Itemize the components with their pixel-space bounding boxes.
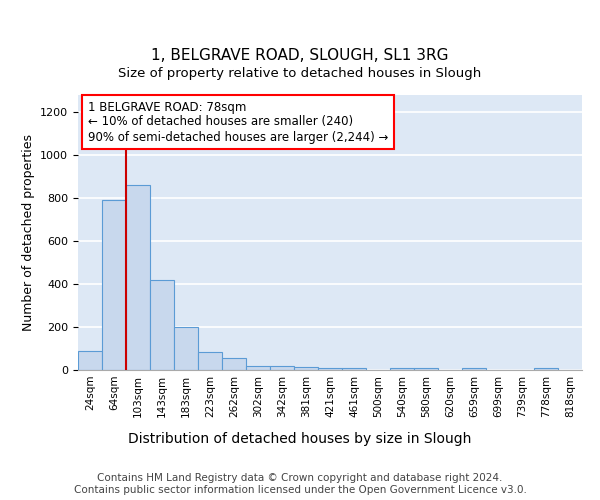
Text: 1, BELGRAVE ROAD, SLOUGH, SL1 3RG: 1, BELGRAVE ROAD, SLOUGH, SL1 3RG [151,48,449,62]
Y-axis label: Number of detached properties: Number of detached properties [22,134,35,331]
Bar [534,368,558,370]
Bar [150,280,174,370]
Bar [198,352,222,370]
Bar [294,368,318,370]
Bar [462,368,486,370]
Bar [78,350,102,370]
Text: Contains HM Land Registry data © Crown copyright and database right 2024.
Contai: Contains HM Land Registry data © Crown c… [74,474,526,495]
Bar [318,368,342,370]
Bar [342,368,366,370]
Bar [390,368,414,370]
Text: 1 BELGRAVE ROAD: 78sqm
← 10% of detached houses are smaller (240)
90% of semi-de: 1 BELGRAVE ROAD: 78sqm ← 10% of detached… [88,100,388,144]
Bar [270,366,294,370]
Bar [222,358,246,370]
Text: Size of property relative to detached houses in Slough: Size of property relative to detached ho… [118,67,482,80]
Bar [174,327,198,370]
Text: Distribution of detached houses by size in Slough: Distribution of detached houses by size … [128,432,472,446]
Bar [126,185,150,370]
Bar [246,366,270,370]
Bar [102,200,126,370]
Bar [414,368,438,370]
